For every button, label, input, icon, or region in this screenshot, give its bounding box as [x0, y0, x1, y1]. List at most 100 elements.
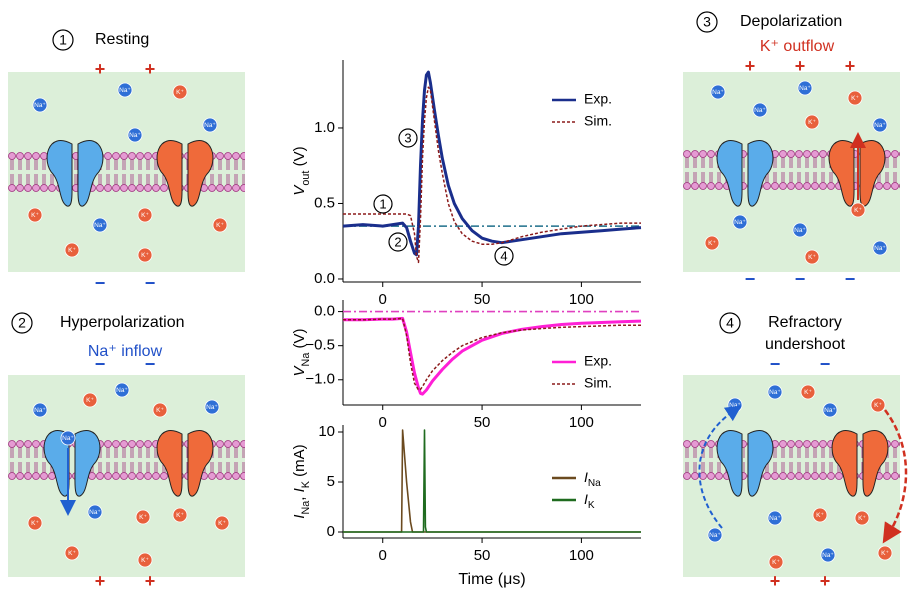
ion	[204, 399, 220, 415]
label-part: (V)	[291, 329, 308, 353]
ion	[854, 510, 870, 526]
channel-half	[716, 140, 743, 207]
ion	[850, 202, 866, 218]
ion	[202, 117, 218, 133]
charge-sign: −	[845, 269, 856, 289]
x-tick-label: 100	[569, 547, 594, 564]
ion	[732, 214, 748, 230]
series-line	[343, 316, 642, 396]
x-axis-label: Time (μs)	[458, 571, 525, 588]
ion-label: K⁺	[808, 254, 816, 261]
y-tick-label: 5	[327, 473, 335, 490]
ion-label: Na⁺	[94, 222, 106, 229]
charge-sign: +	[145, 571, 156, 591]
ion-label: K⁺	[176, 512, 184, 519]
chart: −1.0 −0.5 0.0 0 50 100 Exp. Sim. VNa (V)	[291, 300, 642, 431]
x-tick-label: 0	[379, 547, 387, 564]
ion-label: K⁺	[216, 222, 224, 229]
panel-title: Refractory	[768, 314, 842, 331]
step-number: 3	[703, 14, 711, 30]
x-tick-label: 100	[569, 414, 594, 431]
label-part: I	[584, 469, 588, 485]
legend-label: INa	[584, 469, 601, 489]
channel-half	[187, 140, 214, 207]
ion-label: K⁺	[31, 520, 39, 527]
label-part: I	[291, 488, 308, 492]
chart: 0.0 0.5 1.0 0 50 100 Exp. Sim. Vout (V) 1 2 3 4	[291, 60, 642, 308]
ion-label: Na⁺	[729, 402, 741, 409]
legend-label: Exp.	[584, 91, 612, 107]
charge-sign: −	[770, 354, 781, 374]
y-axis-label: Vout (V)	[291, 146, 312, 195]
annotation-circle	[494, 246, 514, 266]
charge-sign: −	[95, 354, 106, 374]
ion-label: Na⁺	[34, 407, 46, 414]
ion-label: K⁺	[139, 514, 147, 521]
charge-sign: +	[745, 56, 756, 76]
ion-label: K⁺	[156, 407, 164, 414]
ion	[710, 84, 726, 100]
step-circle	[52, 29, 74, 51]
channel-half	[747, 430, 774, 497]
step-circle	[696, 11, 718, 33]
ion-label: Na⁺	[874, 245, 886, 252]
ion-label: K⁺	[858, 515, 866, 522]
label-part: Na	[300, 501, 312, 515]
ion	[847, 90, 863, 106]
ion	[114, 382, 130, 398]
k-pump-arrow	[882, 409, 908, 544]
ion	[137, 247, 153, 263]
y-tick-label: 0.0	[314, 303, 335, 320]
label-part: V	[291, 365, 308, 377]
ion-label: Na⁺	[769, 515, 781, 522]
arrows	[60, 132, 908, 544]
ion	[804, 114, 820, 130]
ion-label: Na⁺	[204, 122, 216, 129]
ion-label: K⁺	[141, 557, 149, 564]
ion	[768, 554, 784, 570]
y-axis-label: VNa (V)	[291, 329, 312, 377]
panel: Na⁺ Na⁺ Na⁺ K⁺ Na⁺ K⁺ K⁺ Na⁺ Na⁺ K⁺ K⁺ Na⁺ + + + − − − 3 De…	[683, 11, 900, 289]
legend-label: IK	[584, 491, 595, 511]
ion-label: Na⁺	[754, 107, 766, 114]
ion	[214, 515, 230, 531]
panel: Na⁺ K⁺ Na⁺ K⁺ Na⁺ Na⁺ K⁺ Na⁺ K⁺ K⁺ K⁺ K⁺ K⁺ − − + +2 Hype…	[8, 312, 245, 591]
channel-half	[828, 140, 855, 207]
channel-half	[187, 430, 214, 497]
ion	[820, 547, 836, 563]
ion-label: K⁺	[881, 550, 889, 557]
y-tick-label: 10	[318, 423, 335, 440]
ion-label: K⁺	[68, 247, 76, 254]
label-part: I	[291, 515, 308, 519]
ion	[212, 217, 228, 233]
ion-label: K⁺	[141, 252, 149, 259]
ion-label: Na⁺	[712, 89, 724, 96]
annotation: 3	[404, 130, 411, 145]
x-tick-label: 50	[474, 547, 491, 564]
x-tick-label: 100	[569, 291, 594, 308]
ion	[800, 384, 816, 400]
y-tick-label: −0.5	[305, 337, 335, 354]
annotation: 4	[500, 248, 507, 263]
ion-label: K⁺	[31, 212, 39, 219]
y-tick-label: 1.0	[314, 119, 335, 136]
ion	[137, 552, 153, 568]
ion	[27, 515, 43, 531]
x-tick-label: 50	[474, 291, 491, 308]
channel-half	[77, 140, 104, 207]
ion-label: K⁺	[176, 89, 184, 96]
ion-label: K⁺	[804, 389, 812, 396]
charge-sign: +	[145, 59, 156, 79]
ion-label: Na⁺	[709, 532, 721, 539]
ion-label: Na⁺	[129, 132, 141, 139]
ion	[172, 84, 188, 100]
legend-label: Sim.	[584, 375, 612, 391]
ion-label: Na⁺	[822, 552, 834, 559]
ion	[877, 545, 893, 561]
ion	[804, 249, 820, 265]
y-axis-label: INa, IK (mA)	[291, 444, 312, 518]
x-tick-label: 0	[379, 414, 387, 431]
charge-sign: −	[820, 354, 831, 374]
ion	[872, 240, 888, 256]
